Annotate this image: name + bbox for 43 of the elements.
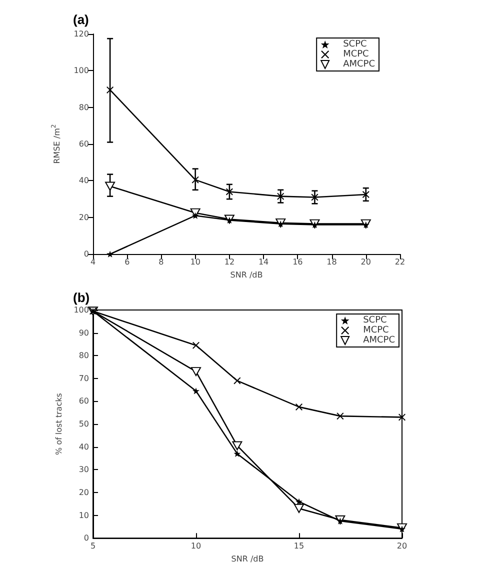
y-tick-label: 80: [78, 102, 89, 112]
legend-label: SCPC: [363, 316, 387, 326]
x-tick-label: 18: [326, 258, 337, 267]
legend-label: AMCPC: [363, 336, 396, 346]
y-tick-label: 50: [78, 420, 89, 429]
y-tick-label: 60: [78, 396, 89, 406]
x-tick-label: 15: [294, 542, 304, 551]
y-tick-label: 40: [78, 176, 89, 186]
legend-label: MCPC: [363, 326, 389, 336]
y-tick-label: 80: [78, 351, 89, 360]
y-tick-label: 70: [78, 374, 89, 383]
y-axis-title: % of lost tracks: [54, 393, 64, 455]
x-tick-label: 10: [190, 258, 200, 267]
y-tick-label: 20: [78, 212, 89, 222]
y-tick-label: 30: [78, 465, 89, 474]
legend-label: MCPC: [343, 50, 369, 60]
x-axis-title: SNR /dB: [230, 270, 263, 280]
x-tick-label: 6: [124, 258, 130, 267]
chart-title: (b): [73, 290, 90, 305]
y-tick-label: 120: [74, 30, 89, 38]
y-tick-label: 100: [74, 306, 89, 314]
y-tick-label: 100: [74, 66, 89, 76]
legend-label: SCPC: [343, 40, 367, 50]
chart-title: (a): [73, 12, 89, 27]
x-tick-label: 14: [258, 258, 269, 267]
x-tick-label: 10: [190, 542, 202, 551]
legend-label: AMCPC: [343, 60, 376, 70]
x-tick-label: 8: [158, 258, 164, 267]
y-tick-label: 10: [78, 510, 89, 520]
x-tick-label: 5: [90, 542, 96, 551]
x-tick-label: 4: [90, 258, 96, 267]
x-tick-label: 20: [360, 258, 371, 267]
x-tick-label: 22: [394, 258, 406, 267]
x-tick-label: 20: [396, 542, 408, 551]
y-tick-label: 40: [78, 442, 89, 452]
x-axis-title: SNR /dB: [231, 554, 264, 564]
y-tick-label: 0: [84, 250, 89, 259]
x-tick-label: 12: [224, 258, 235, 267]
y-tick-label: 20: [78, 488, 89, 497]
y-tick-label: 0: [84, 534, 89, 543]
x-tick-label: 16: [292, 258, 303, 267]
y-tick-label: 90: [78, 328, 89, 338]
y-tick-label: 60: [78, 140, 89, 149]
